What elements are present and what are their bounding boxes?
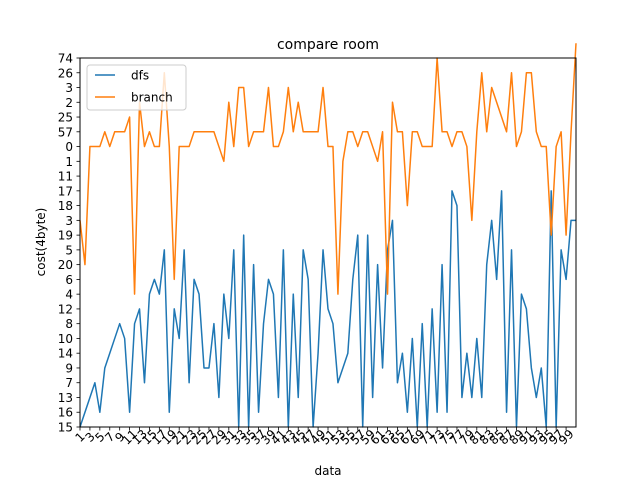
- y-tick-label: 6: [65, 273, 73, 287]
- y-tick-label: 18: [58, 199, 73, 213]
- y-tick-label: 10: [58, 332, 73, 346]
- y-tick-label: 17: [58, 184, 73, 198]
- y-tick-label: 15: [58, 421, 73, 435]
- y-tick-label: 0: [65, 140, 73, 154]
- y-tick-label: 16: [58, 406, 73, 420]
- y-tick-label: 14: [58, 347, 73, 361]
- y-tick-label: 8: [65, 317, 73, 331]
- x-axis: 1357911131517192123252729313335373941434…: [73, 427, 577, 448]
- y-tick-label: 74: [58, 52, 73, 66]
- x-axis-label: data: [314, 464, 341, 478]
- y-tick-label: 2: [65, 96, 73, 110]
- y-tick-label: 11: [58, 170, 73, 184]
- y-tick-label: 26: [58, 66, 73, 80]
- legend: dfs branch: [86, 64, 187, 111]
- y-tick-label: 3: [65, 214, 73, 228]
- y-axis: 1516137914108124620519318171110572523267…: [58, 52, 80, 435]
- y-tick-label: 1: [65, 155, 73, 169]
- y-tick-label: 13: [58, 391, 73, 405]
- y-tick-label: 20: [58, 258, 73, 272]
- chart-title: compare room: [277, 37, 379, 53]
- y-tick-label: 3: [65, 81, 73, 95]
- y-tick-label: 25: [58, 111, 73, 125]
- y-tick-label: 5: [65, 243, 73, 257]
- y-tick-label: 19: [58, 229, 73, 243]
- legend-label-branch: branch: [131, 91, 173, 105]
- y-tick-label: 7: [65, 376, 73, 390]
- series-line-dfs: [79, 190, 576, 428]
- legend-frame: [86, 64, 187, 111]
- y-tick-label: 57: [58, 125, 73, 139]
- y-tick-label: 9: [65, 361, 73, 375]
- y-tick-label: 4: [65, 288, 73, 302]
- legend-label-dfs: dfs: [131, 69, 149, 83]
- y-axis-label: cost(4byte): [34, 208, 48, 277]
- y-tick-label: 12: [58, 302, 73, 316]
